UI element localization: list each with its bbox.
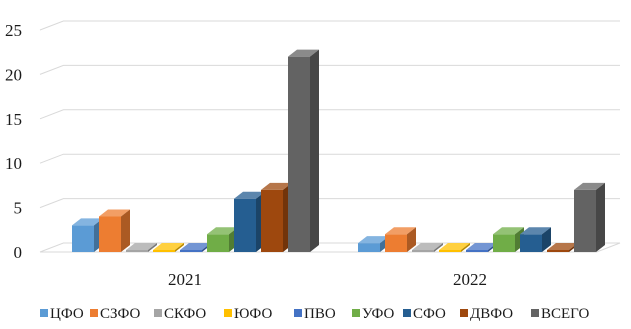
legend-item: ПВО (294, 306, 336, 322)
x-category-label: 2022 (453, 270, 487, 289)
legend: ЦФО СЗФО СКФО ЮФО ПВО УФО СФО ДВФО ВСЕГО (40, 306, 589, 322)
bar (385, 227, 416, 252)
bar (126, 243, 157, 252)
bar (520, 227, 551, 252)
legend-label: СКФО (164, 306, 206, 322)
bar (439, 243, 470, 252)
legend-label: ВСЕГО (541, 306, 589, 322)
bar (574, 182, 605, 252)
legend-swatch (294, 309, 302, 317)
y-tick-label: 20 (5, 65, 22, 84)
bar (99, 209, 130, 252)
legend-swatch (352, 309, 360, 317)
y-tick-label: 0 (14, 243, 23, 262)
bars (72, 49, 605, 252)
legend-swatch (90, 309, 98, 317)
legend-item: ЮФО (224, 306, 272, 322)
bar (288, 49, 319, 252)
legend-swatch (224, 309, 232, 317)
x-category-label: 2021 (168, 270, 202, 289)
legend-item: УФО (352, 306, 395, 322)
bar (234, 191, 265, 252)
legend-label: ДВФО (470, 306, 513, 322)
y-tick-label: 5 (14, 199, 23, 218)
legend-item: ВСЕГО (531, 306, 589, 322)
legend-label: ПВО (304, 306, 336, 322)
gridline (39, 20, 620, 31)
legend-swatch (154, 309, 162, 317)
legend-item: СФО (403, 306, 446, 322)
legend-label: СЗФО (100, 306, 141, 322)
legend-swatch (460, 309, 468, 317)
bar (493, 227, 524, 252)
bar (153, 243, 184, 252)
legend-item: СКФО (154, 306, 206, 322)
y-axis-ticks: 0 5 10 15 20 25 (5, 21, 22, 262)
legend-label: ЮФО (234, 306, 272, 322)
legend-label: УФО (362, 306, 395, 322)
legend-swatch (40, 309, 48, 317)
bar (207, 227, 238, 252)
legend-item: ДВФО (460, 306, 513, 322)
gridline (39, 109, 620, 120)
bar (358, 236, 389, 252)
gridline (39, 153, 620, 164)
legend-item: СЗФО (90, 306, 141, 322)
bar (412, 243, 443, 252)
bar (261, 182, 292, 252)
floor-edge (596, 242, 621, 253)
y-tick-label: 10 (5, 154, 22, 173)
gridline (39, 198, 620, 209)
bar (466, 243, 497, 252)
legend-swatch (403, 309, 411, 317)
y-tick-label: 15 (5, 110, 22, 129)
legend-swatch (531, 309, 539, 317)
legend-label: ЦФО (50, 306, 84, 322)
gridline (39, 64, 620, 75)
legend-label: СФО (413, 306, 446, 322)
legend-item: ЦФО (40, 306, 84, 322)
bar (180, 243, 211, 252)
x-axis-categories: 2021 2022 (168, 270, 487, 289)
bar (72, 218, 103, 252)
bar (547, 243, 578, 252)
y-tick-label: 25 (5, 21, 22, 40)
